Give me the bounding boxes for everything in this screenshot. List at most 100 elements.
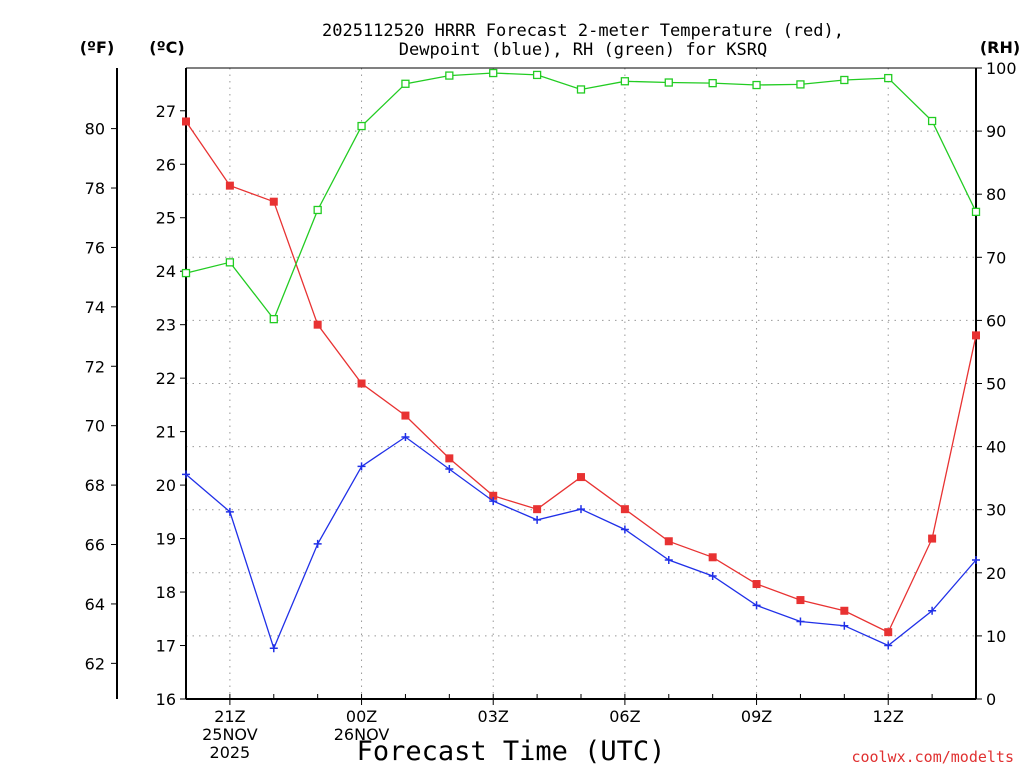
celsius-tick-label: 18 [156,583,176,602]
celsius-tick-label: 16 [156,690,176,709]
x-tick-label: 26NOV [334,725,390,744]
dewpoint-point [928,606,937,615]
rh-point [532,70,542,80]
temperature-point [269,197,278,206]
temperature-point [708,553,717,562]
temperature-line [185,121,977,634]
temperature-point [357,379,366,388]
dewpoint-point [620,525,629,534]
rh-unit-label: (RH) [980,38,1020,57]
temperature-point [972,331,980,340]
celsius-tick-label: 26 [156,155,176,174]
dewpoint-point [401,432,410,441]
celsius-unit-label: (ºC) [149,38,184,57]
x-tick-label: 25NOV [202,725,258,744]
x-tick-label: 00Z [346,707,377,726]
rh-line [185,72,977,321]
series-layer [181,68,981,653]
rh-point [796,80,805,89]
dewpoint-point [972,555,980,564]
axes: 16 17 18 19 20 21 22 23 24 25 26 27 62 64 66 68 70 72 74 76… [85,59,1017,762]
rh-point [357,121,366,131]
dewpoint-point [577,505,585,514]
rh-point [313,205,322,215]
rh-point [708,78,717,88]
rh-point [620,77,630,86]
temperature-point [664,537,673,546]
rh-point [884,73,893,83]
x-tick-label: 21Z [214,707,245,726]
rh-point [927,116,937,126]
rh-tick-label: 70 [986,248,1006,267]
rh-point [445,71,454,80]
rh-tick-label: 100 [986,59,1017,78]
dewpoint-point [489,497,498,506]
dewpoint-point [533,515,542,524]
rh-tick-label: 50 [986,375,1006,394]
celsius-tick-label: 27 [156,102,176,121]
temperature-point [489,491,498,500]
celsius-tick-label: 19 [156,530,176,549]
rh-tick-label: 30 [986,501,1006,520]
rh-point [269,314,278,324]
fahrenheit-tick-label: 80 [85,120,105,139]
dewpoint-point [269,644,278,653]
celsius-tick-label: 22 [156,369,176,388]
temperature-point [620,505,629,514]
fahrenheit-tick-label: 66 [85,536,105,555]
temperature-point [225,181,234,190]
dewpoint-point [796,617,805,626]
dewpoint-point [752,601,761,610]
rh-tick-label: 0 [986,690,996,709]
rh-tick-label: 40 [986,438,1006,457]
temperature-point [313,320,322,329]
rh-point [752,80,761,90]
fahrenheit-tick-label: 62 [85,654,105,673]
dewpoint-point [225,507,234,516]
x-tick-label: 09Z [741,707,772,726]
grid-lines [186,68,976,699]
temperature-point [182,117,190,126]
fahrenheit-tick-label: 70 [85,417,105,436]
celsius-tick-label: 21 [156,423,176,442]
celsius-tick-label: 25 [156,209,176,228]
rh-point [664,78,673,87]
fahrenheit-tick-label: 76 [85,238,105,257]
chart-title-line1: 2025112520 HRRR Forecast 2-meter Tempera… [322,21,844,41]
fahrenheit-tick-label: 78 [85,179,105,198]
temperature-point [928,534,937,543]
x-axis-title: Forecast Time (UTC) [357,736,666,767]
rh-point [489,68,498,78]
celsius-tick-label: 20 [156,476,176,495]
rh-tick-label: 80 [986,185,1006,204]
temperature-point [840,606,849,615]
fahrenheit-tick-label: 72 [85,357,105,376]
dewpoint-point [357,462,366,471]
series-temperature [182,117,980,637]
celsius-tick-label: 23 [156,316,176,335]
temperature-point [445,454,454,463]
dewpoint-point [182,470,190,479]
temperature-point [884,628,893,637]
dewpoint-point [313,539,322,548]
x-tick-label: 2025 [210,743,251,762]
series-rh [181,68,981,324]
dewpoint-point [840,621,849,630]
rh-tick-label: 10 [986,627,1006,646]
rh-point [225,258,235,267]
dewpoint-point [708,572,717,581]
fahrenheit-tick-label: 68 [85,476,105,495]
fahrenheit-tick-label: 74 [85,298,105,317]
chart-title-line2: Dewpoint (blue), RH (green) for KSRQ [399,40,767,60]
x-tick-label: 06Z [609,707,640,726]
rh-point [576,85,586,94]
x-tick-label: 12Z [873,707,904,726]
series-dewpoint [182,432,980,653]
temperature-point [577,473,585,482]
temperature-point [533,505,542,514]
temperature-point [401,411,410,420]
rh-tick-label: 20 [986,564,1006,583]
fahrenheit-unit-label: (ºF) [80,38,115,57]
rh-point [971,207,981,217]
temperature-point [752,580,761,589]
